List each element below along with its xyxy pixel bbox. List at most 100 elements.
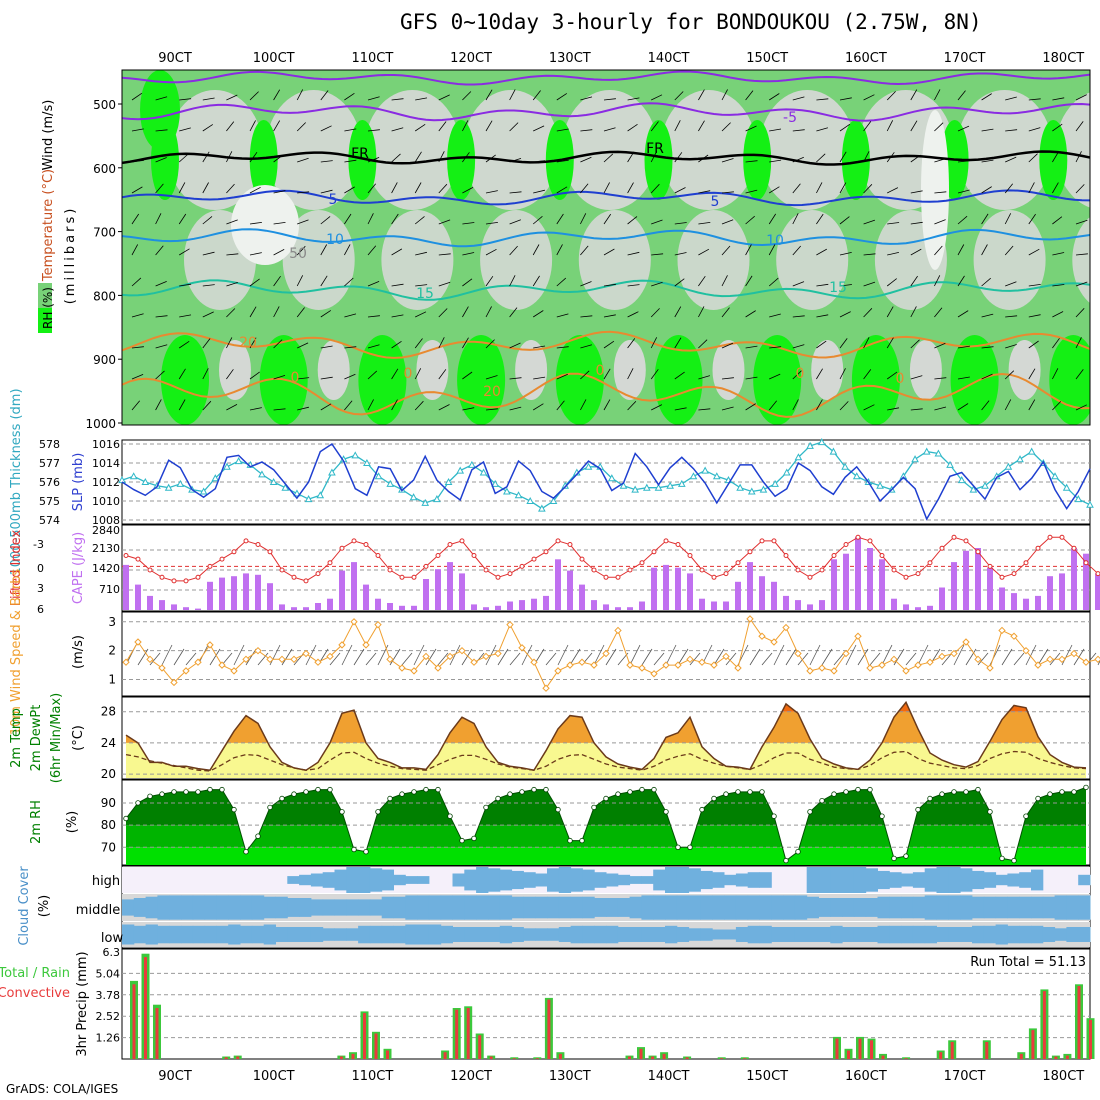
wind-barb [698, 120, 705, 132]
wind-barb [1005, 129, 1018, 132]
wind-barb [249, 306, 257, 318]
time-label-top: 180CT [1042, 51, 1084, 66]
rh2m-point [471, 835, 477, 842]
rh2m-point [1035, 795, 1041, 802]
wind10m-barb [713, 648, 725, 666]
wind-barb [391, 182, 398, 194]
lifted-index-point [771, 538, 777, 544]
thickness-point [351, 451, 360, 459]
wind-barb [1005, 344, 1017, 349]
rh2m-tick-label: 70 [101, 840, 116, 854]
cape-bar [147, 595, 153, 610]
precip-conv-bar [443, 1052, 447, 1059]
rh2m-point [231, 806, 237, 813]
cape-bar [255, 574, 261, 610]
cloud-bar [488, 927, 501, 942]
lifted-index-point [1035, 545, 1041, 551]
cape-bar [891, 598, 897, 610]
precip-conv-bar [720, 1058, 724, 1059]
lifted-index-point [243, 538, 249, 544]
wind-barb [839, 284, 852, 287]
wind-barb [226, 151, 233, 163]
wind10m-point [998, 626, 1006, 635]
wind-barb [886, 337, 894, 349]
wind-barb [556, 400, 565, 411]
cloud-bar [665, 925, 678, 944]
cape-bar [411, 605, 417, 610]
wind10m-barb [977, 652, 989, 666]
cloud-bar [417, 876, 430, 884]
rh2m-point [639, 786, 645, 793]
lifted-index-point [843, 542, 849, 547]
rh-dry-area [561, 90, 658, 210]
wind-barb [296, 275, 304, 287]
lifted-index-point [951, 534, 957, 540]
wind-barb [178, 340, 190, 349]
wind-barb [202, 151, 210, 163]
rh2m-point [663, 809, 669, 815]
wind10m-barb [821, 648, 833, 666]
wind-barb [344, 213, 352, 225]
wind-barb [155, 213, 162, 225]
cloud-bar [334, 928, 347, 941]
contour-label: 0 [291, 370, 300, 386]
cape-bar [879, 559, 885, 610]
wind-barb [698, 89, 705, 101]
rh2m-point [423, 786, 429, 793]
rh2m-point [267, 804, 273, 811]
cape-bar [567, 570, 573, 610]
cloud-bar [145, 896, 158, 919]
cloud-bar [476, 867, 489, 893]
wind-barb [651, 281, 663, 287]
time-label-bottom: 90CT [158, 1069, 192, 1084]
wind-barb [438, 94, 450, 101]
wind-barb [131, 346, 144, 349]
wind-barb [698, 306, 705, 318]
contour-label: 10 [326, 232, 344, 248]
contour-labels: FR FR -5 5 5 10 10 15 15 20 0 0 0 0 0 20 50 [239, 110, 904, 400]
wind10m-point [962, 638, 970, 646]
rh-moist-area [644, 120, 673, 200]
cloud-bar [606, 925, 619, 944]
wind-barb [297, 377, 310, 380]
cape-bar [447, 562, 453, 610]
cloud-bar [948, 927, 961, 942]
wind-barb [1028, 284, 1041, 287]
thickness-point [782, 468, 791, 476]
wind-barb [910, 190, 923, 194]
lifted-index-point [123, 553, 129, 558]
cape-bar [651, 567, 657, 610]
rh2m-point [195, 789, 201, 795]
ylabel-wind10m: 10m Wind Speed & Barbs [9, 569, 24, 736]
wind10m-point [1082, 658, 1090, 666]
rh2m-point [495, 795, 501, 802]
cloud-bar [688, 868, 701, 892]
wind-barb [226, 253, 239, 256]
cloud-bar [1066, 927, 1079, 942]
wind-barb [414, 400, 424, 411]
lifted-index-point [831, 553, 837, 558]
pressure-tick-label: 600 [93, 162, 116, 176]
cape-bar [555, 559, 561, 610]
wind-barb [367, 344, 380, 349]
cloud-bar [794, 895, 808, 920]
time-label-top: 120CT [450, 51, 492, 66]
cloud-bar [263, 924, 276, 945]
rh2m-point [219, 786, 225, 793]
rh2m-point [903, 853, 909, 859]
cloud-bar [818, 927, 831, 942]
wind-barb [485, 120, 493, 132]
rh-band-low [126, 847, 1086, 865]
wind-barb [367, 281, 380, 287]
wind-barb [745, 376, 758, 380]
cape-bar [423, 579, 429, 610]
cloud-bar [629, 896, 642, 919]
thickness-point [491, 479, 500, 487]
rh2m-line [123, 784, 1089, 864]
wind-barb [273, 89, 281, 101]
cloud-bar [995, 924, 1008, 945]
thickness-point [409, 493, 418, 501]
li-tick-label: -3 [33, 538, 44, 551]
wind-barb [462, 278, 473, 287]
lifted-index-point [867, 538, 873, 544]
